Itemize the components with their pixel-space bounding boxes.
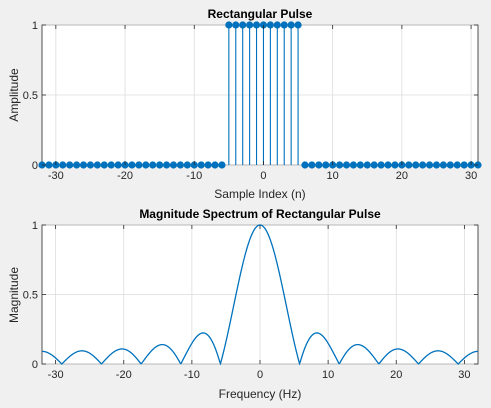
pulse-xlabel: Sample Index (n)	[214, 187, 305, 201]
stem-marker	[391, 161, 399, 169]
stem-marker	[322, 161, 330, 169]
stem-marker	[204, 161, 212, 169]
stem-marker	[349, 161, 358, 169]
y-tick-label: 0.5	[23, 290, 38, 302]
x-tick-label: -10	[186, 170, 202, 182]
stem-marker	[266, 21, 274, 29]
stem-marker	[211, 161, 219, 169]
stem-marker	[128, 161, 136, 169]
stem-marker	[114, 161, 122, 169]
stem-marker	[280, 21, 288, 29]
stem-marker	[162, 161, 171, 169]
stem-marker	[107, 161, 115, 169]
x-tick-label: 20	[396, 170, 408, 182]
spectrum-axes: -30 -20 -10 0 10 20 30 0 0.5 1 Magnitude Spectrum…	[7, 207, 479, 401]
stem-marker	[453, 161, 461, 169]
spectrum-title: Magnitude Spectrum of Rectangular Pulse	[139, 207, 381, 221]
stem-marker	[86, 161, 95, 169]
stem-marker	[225, 21, 233, 29]
stem-marker	[246, 21, 254, 29]
pulse-stems	[38, 21, 482, 169]
stem-marker	[377, 161, 385, 169]
y-tick-label: 1	[32, 20, 38, 32]
stem-marker	[79, 161, 88, 169]
stem-marker	[169, 161, 178, 169]
stem-marker	[432, 161, 441, 169]
stem-marker	[419, 161, 427, 169]
y-tick-label: 0	[32, 359, 38, 371]
stem-marker	[73, 161, 81, 169]
stem-marker	[183, 161, 191, 169]
stem-marker	[239, 21, 247, 29]
spectrum-ticks: -30 -20 -10 0 10 20 30 0 0.5 1	[23, 220, 478, 381]
x-tick-label: 0	[257, 369, 263, 381]
stem-marker	[405, 161, 413, 169]
stem-marker	[156, 161, 164, 169]
stem-marker	[197, 161, 205, 169]
y-tick-label: 1	[32, 220, 38, 232]
x-tick-label: -20	[116, 369, 132, 381]
stem-marker	[45, 161, 53, 169]
stem-marker	[363, 161, 371, 169]
x-tick-label: 0	[260, 170, 266, 182]
stem-marker	[100, 161, 108, 169]
stem-marker	[93, 161, 101, 169]
stem-marker	[384, 161, 392, 169]
stem-marker	[135, 161, 143, 169]
x-tick-label: 20	[390, 369, 402, 381]
x-tick-label: 10	[322, 369, 334, 381]
stem-marker	[315, 161, 323, 169]
stem-marker	[356, 161, 364, 169]
spectrum-xlabel: Frequency (Hz)	[219, 387, 302, 401]
stem-marker	[273, 21, 281, 29]
stem-marker	[218, 161, 226, 169]
stem-marker	[439, 161, 447, 169]
x-tick-label: -20	[117, 170, 133, 182]
pulse-title: Rectangular Pulse	[208, 7, 313, 21]
stem-marker	[66, 161, 74, 169]
stem-marker	[252, 21, 261, 29]
stem-marker	[308, 161, 316, 169]
x-tick-label: -30	[48, 369, 64, 381]
stem-marker	[294, 21, 302, 29]
stem-marker	[370, 161, 378, 169]
y-tick-label: 0.5	[23, 90, 38, 102]
stem-marker	[59, 161, 67, 169]
stem-marker	[425, 161, 434, 169]
x-tick-label: -30	[48, 170, 64, 182]
stem-marker	[335, 161, 344, 169]
stem-marker	[176, 161, 185, 169]
stem-marker	[149, 161, 157, 169]
stem-marker	[460, 161, 468, 169]
stem-marker	[342, 161, 351, 169]
stem-marker	[287, 21, 295, 29]
pulse-ticks: -30 -20 -10 0 10 20 30 0 0.5 1	[23, 20, 478, 182]
stem-marker	[232, 21, 240, 29]
x-tick-label: 10	[327, 170, 339, 182]
spectrum-ylabel: Magnitude	[7, 267, 21, 323]
stem-marker	[301, 161, 309, 169]
x-tick-label: 30	[465, 170, 477, 182]
x-tick-label: 30	[458, 369, 470, 381]
stem-marker	[142, 161, 150, 169]
x-tick-label: -10	[184, 369, 200, 381]
y-tick-label: 0	[32, 160, 38, 172]
stem-marker	[412, 161, 420, 169]
pulse-ylabel: Amplitude	[7, 68, 21, 122]
stem-marker	[446, 161, 454, 169]
